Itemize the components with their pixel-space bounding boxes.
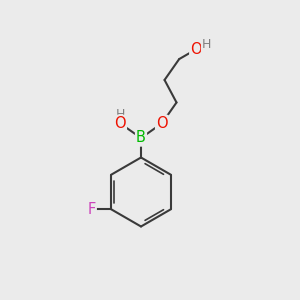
Text: O: O <box>190 42 202 57</box>
Text: O: O <box>114 116 126 131</box>
Text: O: O <box>156 116 168 131</box>
Text: H: H <box>202 38 211 51</box>
Text: F: F <box>88 202 96 217</box>
Text: H: H <box>116 109 125 122</box>
Text: B: B <box>136 130 146 146</box>
